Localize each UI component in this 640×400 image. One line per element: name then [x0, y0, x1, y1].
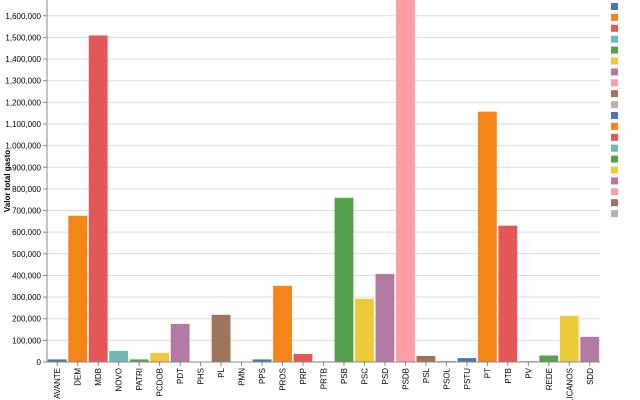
x-tick-label: PSDB	[401, 368, 410, 390]
legend-swatch	[611, 199, 618, 207]
y-tick-label: 500,000	[12, 250, 41, 259]
legend-swatch	[611, 101, 618, 109]
x-tick-label: PROS	[279, 368, 288, 391]
x-tick-label: PSOL	[442, 367, 451, 389]
bar	[396, 0, 415, 362]
y-tick-label: 800,000	[12, 185, 41, 194]
bar	[334, 197, 354, 362]
x-tick-label: PATRI	[135, 368, 144, 390]
legend-swatch	[611, 24, 618, 32]
x-tick-label: PRP	[299, 368, 308, 384]
x-tick-label: PHS	[197, 368, 206, 384]
legend-swatch	[611, 57, 618, 65]
bar	[498, 225, 518, 362]
x-tick-label: PTB	[504, 368, 513, 384]
x-tick-label: REDE	[545, 368, 554, 390]
x-tick-label: PMN	[238, 368, 247, 386]
y-tick-label: 400,000	[12, 271, 41, 280]
bar	[170, 323, 190, 362]
legend-swatch	[611, 133, 618, 141]
y-axis-title: Valor total gasto	[3, 150, 12, 212]
bar	[580, 336, 600, 362]
bar	[129, 359, 149, 362]
y-tick-label: 1,300,000	[5, 77, 41, 86]
legend-swatch	[611, 46, 618, 54]
legend-swatch	[611, 177, 618, 185]
y-tick-label: 1,500,000	[5, 33, 41, 42]
y-tick-label: 0	[37, 358, 42, 367]
legend-swatch	[611, 166, 618, 174]
bar	[211, 314, 231, 362]
bar	[109, 350, 129, 362]
legend-swatch	[611, 3, 618, 10]
bar	[477, 111, 497, 362]
x-tick-label: SDD	[586, 368, 595, 385]
legend-swatch	[611, 144, 618, 152]
bar	[293, 353, 313, 362]
bar	[375, 273, 395, 362]
x-tick-label: PDT	[176, 368, 185, 384]
x-tick-label: PSTU	[463, 368, 472, 390]
bar	[416, 355, 436, 362]
legend-swatch	[611, 188, 618, 196]
bar	[539, 355, 559, 362]
legend-swatch	[611, 13, 618, 21]
legend-swatch	[611, 210, 618, 218]
bar	[273, 285, 292, 362]
bar	[436, 360, 456, 362]
y-tick-label: 1,600,000	[5, 12, 41, 21]
bar	[150, 352, 170, 362]
bar	[252, 359, 272, 362]
x-tick-label: PL	[217, 367, 226, 377]
x-tick-label: PPS	[258, 368, 267, 384]
x-tick-label: BLICANOS	[565, 368, 574, 400]
x-tick-label: MDB	[94, 368, 103, 386]
x-tick-label: DEM	[74, 368, 83, 386]
x-tick-label: PCDOB	[156, 368, 165, 396]
y-tick-label: 100,000	[12, 336, 41, 345]
x-tick-label: PRTB	[320, 368, 329, 389]
x-tick-label: AVANTE	[53, 368, 62, 399]
y-tick-label: 900,000	[12, 163, 41, 172]
bar	[355, 298, 374, 362]
bar	[47, 359, 67, 362]
bar	[559, 315, 579, 362]
bar	[457, 358, 477, 362]
legend-swatch	[611, 68, 618, 76]
x-tick-label: PSD	[381, 368, 390, 385]
y-tick-label: 1,200,000	[5, 98, 41, 107]
bar	[88, 35, 108, 362]
legend-swatch	[611, 112, 618, 119]
x-tick-label: NOVO	[115, 368, 124, 392]
y-tick-label: 200,000	[12, 315, 41, 324]
legend-swatch	[611, 35, 618, 43]
legend-swatch	[611, 79, 618, 87]
y-tick-label: 1,400,000	[5, 55, 41, 64]
y-tick-label: 1,000,000	[5, 142, 41, 151]
x-tick-label: PSC	[360, 368, 369, 385]
x-tick-label: PSL	[422, 367, 431, 383]
legend-swatch	[611, 90, 618, 98]
y-tick-label: 1,100,000	[5, 120, 41, 129]
y-tick-label: 600,000	[12, 228, 41, 237]
y-tick-label: 700,000	[12, 207, 41, 216]
legend-swatch	[611, 122, 618, 130]
x-tick-label: PV	[524, 367, 533, 378]
legend-swatch	[611, 155, 618, 163]
x-tick-label: PSB	[340, 368, 349, 384]
x-tick-label: PT	[483, 368, 492, 378]
bar	[68, 215, 88, 362]
y-tick-label: 300,000	[12, 293, 41, 302]
